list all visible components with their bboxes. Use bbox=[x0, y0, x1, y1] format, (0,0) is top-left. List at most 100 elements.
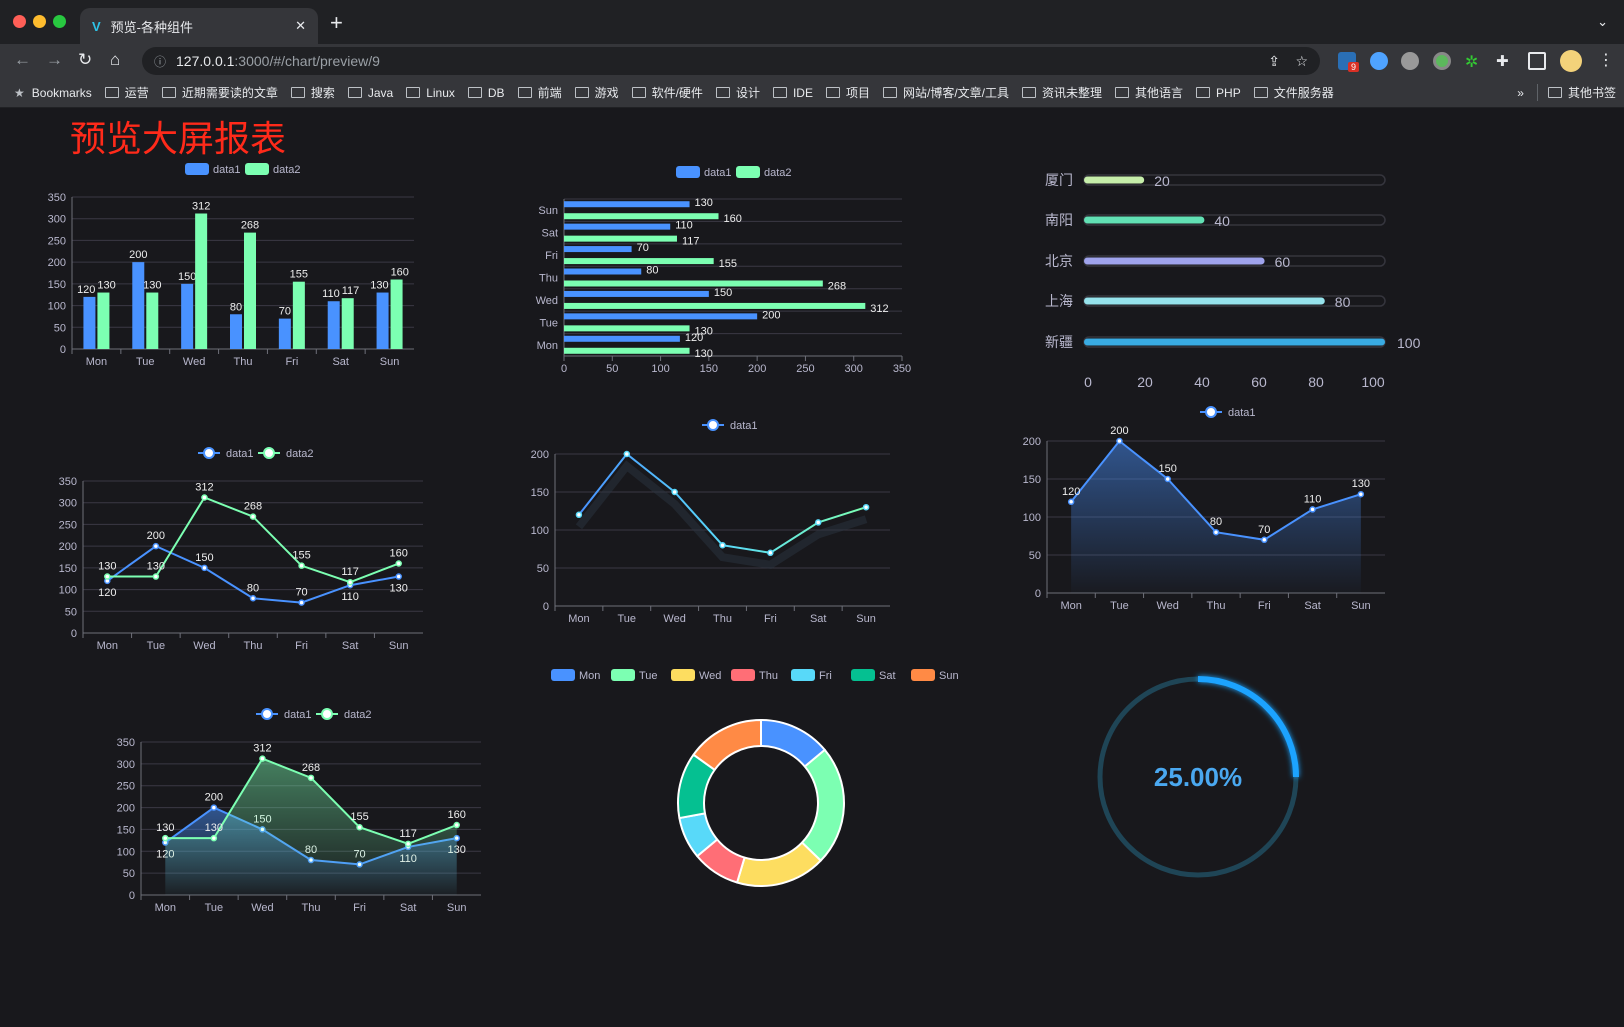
pie-slice-Sun[interactable] bbox=[692, 719, 762, 771]
bookmark-folder[interactable]: PHP bbox=[1196, 86, 1241, 100]
point-data1-Sun[interactable] bbox=[395, 573, 402, 580]
legend-item-Thu[interactable]: Thu bbox=[759, 670, 778, 682]
bookmark-folder[interactable]: 其他语言 bbox=[1115, 84, 1183, 101]
point-data1-Tue[interactable] bbox=[1116, 437, 1123, 445]
point-data2-Mon[interactable] bbox=[104, 573, 111, 580]
point-data2-Fri[interactable] bbox=[298, 562, 305, 569]
side-panel-icon[interactable] bbox=[1528, 52, 1546, 70]
legend-item-data1[interactable]: data1 bbox=[213, 164, 241, 176]
legend-item-Sun[interactable]: Sun bbox=[939, 670, 959, 682]
legend-item-data2[interactable]: data2 bbox=[344, 709, 372, 721]
close-window-button[interactable] bbox=[13, 15, 26, 28]
maximize-window-button[interactable] bbox=[53, 15, 66, 28]
point-data2-Wed[interactable] bbox=[259, 755, 266, 762]
point-data2-Wed[interactable] bbox=[201, 494, 208, 501]
point-data1-Fri[interactable] bbox=[767, 549, 774, 557]
point-data2-Thu[interactable] bbox=[249, 513, 257, 520]
legend-item-Mon[interactable]: Mon bbox=[579, 670, 600, 682]
point-data2-Sun[interactable] bbox=[395, 560, 402, 567]
extension-vue-icon[interactable]: ✲ bbox=[1465, 54, 1479, 71]
extensions-puzzle-icon[interactable]: ✚ bbox=[1496, 53, 1509, 70]
bookmarks-button[interactable]: ★ Bookmarks bbox=[14, 86, 92, 100]
legend-item-data2[interactable]: data2 bbox=[764, 167, 792, 179]
bookmark-folder[interactable]: 设计 bbox=[715, 84, 760, 101]
bookmark-folder[interactable]: Java bbox=[347, 86, 393, 100]
bookmark-folder[interactable]: DB bbox=[467, 86, 505, 100]
bookmark-folder[interactable]: 搜索 bbox=[290, 84, 335, 101]
browser-tab[interactable]: V 预览-各种组件 ✕ bbox=[80, 8, 318, 44]
legend-item-data1[interactable]: data1 bbox=[1228, 407, 1256, 419]
bookmark-folder[interactable]: 文件服务器 bbox=[1253, 84, 1334, 101]
point-data2-Thu[interactable] bbox=[307, 774, 315, 782]
other-bookmarks[interactable]: 其他书签 bbox=[1536, 84, 1616, 101]
point-data2-Sat[interactable] bbox=[346, 578, 354, 586]
y-tick-label: 100 bbox=[59, 585, 77, 597]
point-data1-Thu[interactable] bbox=[1212, 528, 1220, 536]
extension-gem-icon[interactable] bbox=[1370, 52, 1388, 70]
extension-green-icon[interactable] bbox=[1433, 52, 1451, 70]
point-data2-Mon[interactable] bbox=[162, 834, 169, 842]
bookmark-folder[interactable]: IDE bbox=[772, 86, 813, 100]
site-info-icon[interactable]: ⓘ bbox=[154, 54, 167, 69]
tab-search-chevron-icon[interactable]: ⌄ bbox=[1597, 14, 1608, 29]
bookmark-star-icon[interactable]: ☆ bbox=[1295, 52, 1308, 69]
new-tab-button[interactable]: + bbox=[330, 10, 343, 35]
legend-item-Sat[interactable]: Sat bbox=[879, 670, 896, 682]
bookmark-folder[interactable]: Linux bbox=[406, 86, 455, 100]
point-data1-Wed[interactable] bbox=[1164, 475, 1171, 483]
legend-item-data1[interactable]: data1 bbox=[284, 709, 312, 721]
legend-item-data1[interactable]: data1 bbox=[704, 167, 732, 179]
legend-item-Tue[interactable]: Tue bbox=[639, 670, 658, 682]
point-data2-Sat[interactable] bbox=[404, 840, 412, 848]
point-data1-Fri[interactable] bbox=[1261, 536, 1268, 544]
bookmark-label: 其他语言 bbox=[1135, 86, 1184, 100]
point-data2-Tue[interactable] bbox=[210, 834, 218, 842]
reload-icon[interactable]: ↻ bbox=[78, 50, 93, 69]
bookmark-folder[interactable]: 项目 bbox=[825, 84, 870, 101]
legend-item-data2[interactable]: data2 bbox=[273, 164, 301, 176]
home-icon[interactable]: ⌂ bbox=[110, 50, 121, 69]
legend-item-Fri[interactable]: Fri bbox=[819, 670, 832, 682]
pie-slice-Wed[interactable] bbox=[736, 841, 822, 887]
legend-item-data2[interactable]: data2 bbox=[286, 448, 314, 460]
point-data1-Mon[interactable] bbox=[575, 511, 583, 519]
close-tab-icon[interactable]: ✕ bbox=[295, 18, 306, 33]
point-data2-Tue[interactable] bbox=[152, 573, 160, 580]
point-data2-Fri[interactable] bbox=[356, 823, 363, 831]
back-icon[interactable]: ← bbox=[14, 50, 31, 69]
point-data1-Mon[interactable] bbox=[1067, 498, 1075, 506]
address-bar[interactable]: ⓘ 127.0.0.1:3000/#/chart/preview/9 ⇪ ☆ bbox=[142, 47, 1320, 75]
bookmark-folder[interactable]: 运营 bbox=[104, 84, 149, 101]
bookmark-folder[interactable]: 近期需要读的文章 bbox=[161, 84, 278, 101]
minimize-window-button[interactable] bbox=[33, 15, 46, 28]
point-data1-Sun[interactable] bbox=[862, 503, 870, 511]
point-data1-Thu[interactable] bbox=[719, 541, 726, 549]
legend-item-data1[interactable]: data1 bbox=[226, 448, 254, 460]
bookmark-folder[interactable]: 游戏 bbox=[574, 84, 619, 101]
extension-gray-icon[interactable] bbox=[1401, 52, 1419, 70]
bookmark-folder[interactable]: 资讯未整理 bbox=[1022, 84, 1102, 101]
point-data1-Sat[interactable] bbox=[1309, 506, 1316, 513]
point-data2-Sun[interactable] bbox=[453, 821, 460, 829]
legend-item-Wed[interactable]: Wed bbox=[699, 670, 721, 682]
point-data1-Tue[interactable] bbox=[623, 450, 631, 458]
browser-menu-icon[interactable]: ⋮ bbox=[1598, 52, 1614, 69]
point-data1-Sat[interactable] bbox=[814, 519, 822, 526]
bookmark-folder[interactable]: 前端 bbox=[517, 84, 562, 101]
point-data1-Fri[interactable] bbox=[298, 599, 305, 606]
share-icon[interactable]: ⇪ bbox=[1268, 52, 1280, 69]
legend-item-data1[interactable]: data1 bbox=[730, 420, 758, 432]
point-data1-Tue[interactable] bbox=[210, 804, 218, 811]
point-data1-Tue[interactable] bbox=[152, 542, 160, 550]
point-data1-Thu[interactable] bbox=[249, 595, 257, 602]
point-data1-Sun[interactable] bbox=[1357, 490, 1365, 498]
forward-icon[interactable]: → bbox=[46, 50, 63, 69]
bookmarks-overflow-button[interactable]: » bbox=[1517, 85, 1524, 100]
profile-avatar[interactable] bbox=[1560, 50, 1582, 72]
point-data1-Wed[interactable] bbox=[671, 488, 678, 496]
pie-slice-Tue[interactable] bbox=[801, 748, 845, 862]
bookmark-folder[interactable]: 软件/硬件 bbox=[631, 84, 703, 101]
x-tick-label: Sun bbox=[389, 640, 409, 652]
point-data1-Wed[interactable] bbox=[201, 564, 208, 572]
bookmark-folder[interactable]: 网站/博客/文章/工具 bbox=[882, 84, 1009, 101]
